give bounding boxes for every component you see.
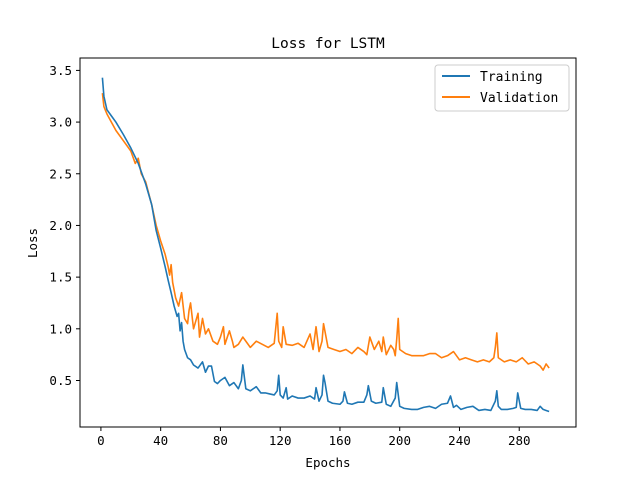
- x-tick-label: 80: [213, 433, 228, 448]
- y-tick-label: 1.0: [49, 321, 72, 336]
- y-tick-label: 2.5: [49, 166, 72, 181]
- x-axis-ticks: 0 40 80 120 160 200 240 280: [97, 427, 531, 448]
- series-line-validation: [101, 93, 550, 371]
- plot-lines: [101, 77, 550, 413]
- y-tick-label: 1.5: [49, 270, 72, 285]
- y-tick-label: 3.5: [49, 63, 72, 78]
- y-tick-label: 2.0: [49, 218, 72, 233]
- x-tick-label: 200: [388, 433, 411, 448]
- x-tick-label: 0: [97, 433, 105, 448]
- legend-label-training: Training: [480, 70, 543, 85]
- x-tick-label: 280: [508, 433, 531, 448]
- plot-frame: [79, 57, 577, 428]
- x-tick-label: 160: [329, 433, 352, 448]
- y-axis-ticks: 0.5 1.0 1.5 2.0 2.5 3.0 3.5: [49, 63, 80, 388]
- series-line-training: [101, 77, 550, 413]
- y-tick-label: 0.5: [49, 373, 72, 388]
- x-axis-label: Epochs: [305, 455, 350, 470]
- x-tick-label: 240: [448, 433, 471, 448]
- x-tick-label: 40: [153, 433, 168, 448]
- x-tick-label: 120: [269, 433, 292, 448]
- chart-title: Loss for LSTM: [271, 36, 385, 52]
- y-tick-label: 3.0: [49, 115, 72, 130]
- legend: Training Validation: [434, 64, 570, 112]
- y-axis-label: Loss: [25, 228, 40, 258]
- legend-label-validation: Validation: [480, 91, 558, 106]
